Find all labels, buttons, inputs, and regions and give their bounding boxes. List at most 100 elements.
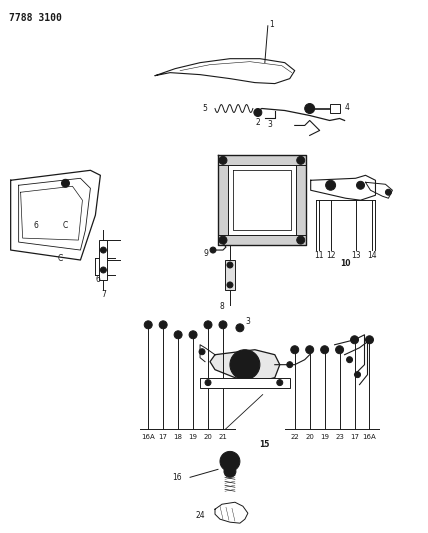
Circle shape [321,346,329,354]
Circle shape [366,336,374,344]
Polygon shape [366,182,392,198]
Circle shape [219,321,227,329]
Circle shape [328,183,333,188]
Text: C: C [63,221,68,230]
Circle shape [306,346,314,354]
Text: 11: 11 [314,251,324,260]
Circle shape [307,106,312,111]
Circle shape [348,358,351,361]
Circle shape [205,379,211,385]
Circle shape [368,338,371,342]
Text: 20: 20 [204,434,212,440]
Text: 16A: 16A [141,434,155,440]
Circle shape [279,381,281,384]
Circle shape [288,364,291,366]
Text: 18: 18 [174,434,183,440]
Circle shape [277,379,283,385]
Circle shape [204,321,212,329]
Circle shape [299,238,303,242]
Polygon shape [155,59,295,84]
Circle shape [386,189,392,195]
Text: 16: 16 [172,473,182,482]
Circle shape [293,348,297,352]
Circle shape [254,109,262,117]
Polygon shape [215,502,248,523]
Circle shape [359,183,363,187]
Circle shape [297,156,305,164]
Circle shape [237,357,253,373]
Circle shape [176,333,180,336]
Text: 6: 6 [33,221,38,230]
Circle shape [230,350,260,379]
Circle shape [353,338,357,342]
Text: 8: 8 [220,302,224,311]
Circle shape [227,262,233,268]
Circle shape [102,249,105,252]
Circle shape [206,323,210,327]
Text: 17: 17 [350,434,359,440]
Text: 13: 13 [351,251,360,260]
Circle shape [221,323,225,327]
Text: 19: 19 [320,434,329,440]
Bar [225,260,235,290]
Text: 14: 14 [368,251,377,260]
Text: 17: 17 [159,434,168,440]
Circle shape [236,324,244,332]
Polygon shape [218,155,306,245]
Circle shape [229,264,231,266]
Circle shape [299,158,303,162]
Circle shape [102,269,105,271]
Text: C: C [58,254,63,263]
Circle shape [351,336,359,344]
Circle shape [238,326,242,329]
Polygon shape [210,350,280,383]
Bar [218,155,306,165]
Circle shape [256,111,260,114]
Text: 2: 2 [256,118,260,127]
Circle shape [199,349,205,355]
Bar [200,378,290,387]
Text: 7788 3100: 7788 3100 [9,13,62,23]
Circle shape [291,346,299,354]
Circle shape [146,323,150,327]
Text: 23: 23 [335,434,344,440]
Circle shape [326,180,336,190]
Circle shape [308,348,312,352]
Circle shape [297,236,305,244]
Circle shape [224,465,236,478]
Text: 20: 20 [305,434,314,440]
Circle shape [287,362,293,368]
Text: 6: 6 [95,276,100,285]
Circle shape [357,181,365,189]
Circle shape [229,284,231,286]
Text: 19: 19 [189,434,198,440]
Circle shape [356,373,359,376]
Circle shape [219,236,227,244]
Circle shape [227,282,233,288]
Circle shape [62,179,69,187]
Text: 4: 4 [344,103,349,112]
Circle shape [305,103,315,114]
Text: 24: 24 [196,511,205,520]
Text: 7: 7 [101,290,106,300]
Circle shape [191,333,195,336]
Circle shape [220,451,240,471]
Circle shape [201,350,203,353]
Text: 22: 22 [290,434,299,440]
Text: 21: 21 [219,434,227,440]
Bar [218,155,228,245]
Bar [99,240,107,280]
Circle shape [347,357,353,362]
Circle shape [221,238,225,242]
Circle shape [161,323,165,327]
Text: 10: 10 [340,259,351,268]
Circle shape [221,158,225,162]
Circle shape [101,247,106,253]
Text: 9: 9 [204,248,208,257]
Circle shape [323,348,327,352]
Circle shape [207,381,209,384]
Bar [296,155,306,245]
Polygon shape [233,171,291,230]
Circle shape [189,331,197,339]
Circle shape [101,267,106,273]
